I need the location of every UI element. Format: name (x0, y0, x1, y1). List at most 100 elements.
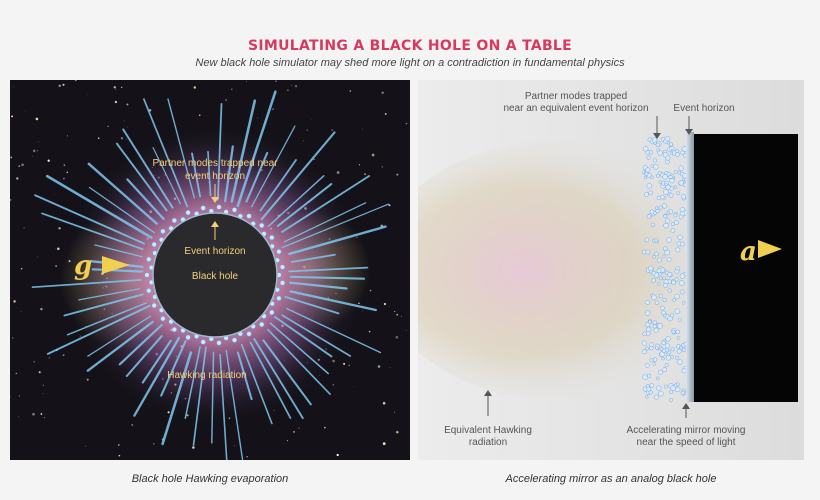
star (62, 354, 65, 357)
acceleration-symbol: a (740, 237, 757, 267)
partner-mode-bead (653, 327, 659, 333)
partner-mode-bead (677, 318, 682, 323)
partner-mode-bead (655, 346, 659, 350)
partner-mode-bead (677, 234, 683, 240)
partner-mode-beads-column (641, 135, 689, 402)
partner-mode-bead (642, 146, 649, 152)
star (384, 113, 387, 115)
star (12, 86, 14, 88)
star (272, 108, 274, 110)
partner-mode-bead (671, 329, 676, 334)
star (66, 171, 69, 174)
star (120, 136, 124, 140)
partner-mode-bead (246, 331, 252, 337)
star (287, 89, 289, 91)
partner-mode-bead (680, 390, 686, 395)
partner-mode-bead (658, 369, 663, 375)
partner-mode-bead (656, 148, 660, 152)
partner-mode-bead (654, 237, 659, 242)
right-partner-label-line1: Partner modes trapped (525, 91, 627, 102)
star (32, 155, 34, 157)
star (18, 165, 21, 167)
partner-mode-bead (650, 222, 656, 227)
partner-mode-bead (675, 247, 681, 253)
partner-mode-bead (185, 334, 191, 341)
hawking-ray (236, 90, 277, 208)
star (16, 177, 19, 180)
star (382, 401, 386, 405)
star (362, 310, 363, 312)
black-region (694, 134, 798, 402)
partner-mode-bead (652, 320, 657, 325)
partner-mode-bead (171, 326, 178, 333)
partner-mode-bead (645, 326, 652, 332)
hawking-ray (115, 142, 168, 212)
star (225, 99, 227, 101)
star (348, 364, 351, 367)
partner-mode-bead (644, 299, 650, 306)
partner-mode-bead (678, 165, 684, 171)
partner-mode-bead (650, 175, 654, 179)
black-hole-illustration: Partner modes trapped near event horizon… (10, 80, 410, 460)
partner-mode-bead (641, 340, 648, 346)
partner-mode-bead (666, 237, 672, 243)
partner-mode-bead (670, 347, 675, 352)
partner-mode-bead (674, 293, 680, 300)
partner-mode-bead (679, 280, 685, 286)
partner-mode-bead (678, 180, 685, 186)
hawking-ray (143, 98, 189, 208)
star (291, 85, 293, 86)
partner-mode-bead (657, 282, 661, 286)
star (58, 84, 61, 87)
partner-mode-bead (644, 362, 650, 368)
equiv-arrow-head (484, 390, 492, 396)
star (126, 138, 128, 140)
star (126, 103, 129, 106)
star (286, 440, 288, 442)
star (396, 173, 399, 176)
partner-mode-bead (662, 173, 668, 180)
partner-mode-bead (644, 237, 650, 243)
partner-mode-bead (648, 190, 654, 195)
star (396, 313, 398, 316)
partner-mode-bead (661, 310, 666, 316)
star (231, 88, 233, 90)
partner-mode-bead (670, 313, 675, 318)
hawking-ray (78, 288, 141, 301)
left-caption: Black hole Hawking evaporation (131, 473, 289, 485)
right-caption: Accelerating mirror as an analog black h… (505, 473, 717, 485)
partner-mode-bead (160, 228, 166, 235)
partner-mode-bead (659, 194, 665, 200)
partner-mode-bead (668, 193, 674, 198)
partner-mode-bead (279, 280, 286, 286)
partner-mode-bead (646, 155, 651, 160)
partner-mode-bead (246, 213, 252, 219)
hawking-ray (211, 351, 215, 444)
star (192, 446, 195, 449)
partner-mode-bead (674, 308, 681, 315)
hawking-ray (217, 103, 223, 201)
partner-mode-beads (144, 204, 286, 346)
star (56, 247, 60, 251)
partner-mode-bead (649, 358, 654, 363)
partner-mode-bead (658, 293, 664, 299)
star (42, 393, 44, 395)
partner-mode-bead (662, 276, 666, 281)
partner-mode-bead (216, 340, 222, 346)
right-partner-label-line2: near an equivalent event horizon (503, 103, 648, 114)
star (47, 159, 50, 162)
star (86, 378, 89, 381)
partner-mode-bead (144, 272, 150, 278)
star (36, 150, 38, 152)
hawking-ray (160, 339, 187, 397)
partner-mode-bead (185, 209, 191, 216)
partner-mode-bead (667, 288, 672, 293)
hawking-ray (281, 314, 352, 357)
partner-mode-bead (648, 320, 652, 324)
partner-mode-bead (665, 155, 671, 161)
hawking-ray (236, 351, 253, 401)
partner-mode-bead (151, 241, 157, 248)
partner-mode-bead (644, 310, 651, 316)
star (114, 100, 118, 104)
hawking-ray (184, 346, 201, 419)
